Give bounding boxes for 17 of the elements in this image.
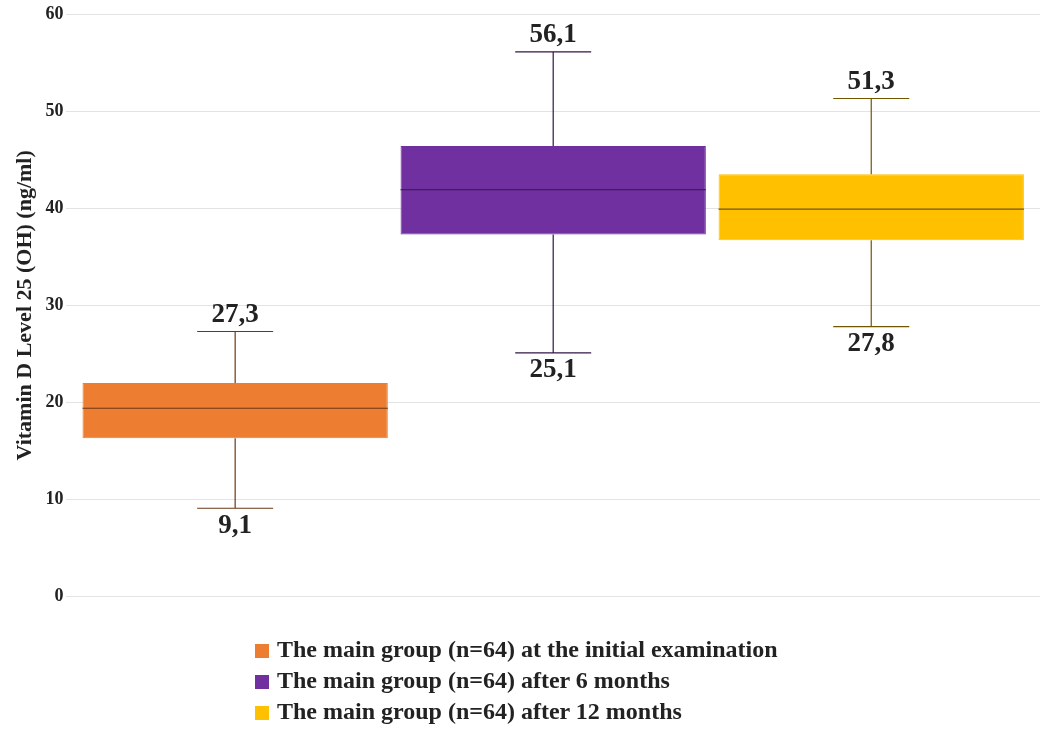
annotation: 56,1	[529, 18, 577, 49]
y-axis-title: Vitamin D Level 25 (OH) (ng/ml)	[10, 150, 36, 461]
y-tick-label: 60	[45, 2, 64, 23]
y-tick-label: 10	[45, 488, 64, 509]
y-tick-label: 30	[45, 293, 64, 314]
annotation: 51,3	[847, 64, 895, 95]
legend-label: The main group (n=64) after 12 months	[277, 698, 682, 724]
y-tick-label: 50	[45, 99, 64, 120]
y-tick-label: 0	[54, 585, 64, 606]
y-tick-label: 20	[45, 391, 64, 412]
annotation: 27,8	[847, 327, 895, 358]
legend-label: The main group (n=64) after 6 months	[277, 667, 670, 693]
y-tick-label: 40	[45, 196, 64, 217]
legend-label: The main group (n=64) at the initial examination	[277, 636, 778, 662]
annotation: 27,3	[211, 297, 259, 328]
annotation: 25,1	[529, 353, 577, 384]
annotation: 9,1	[218, 508, 253, 539]
